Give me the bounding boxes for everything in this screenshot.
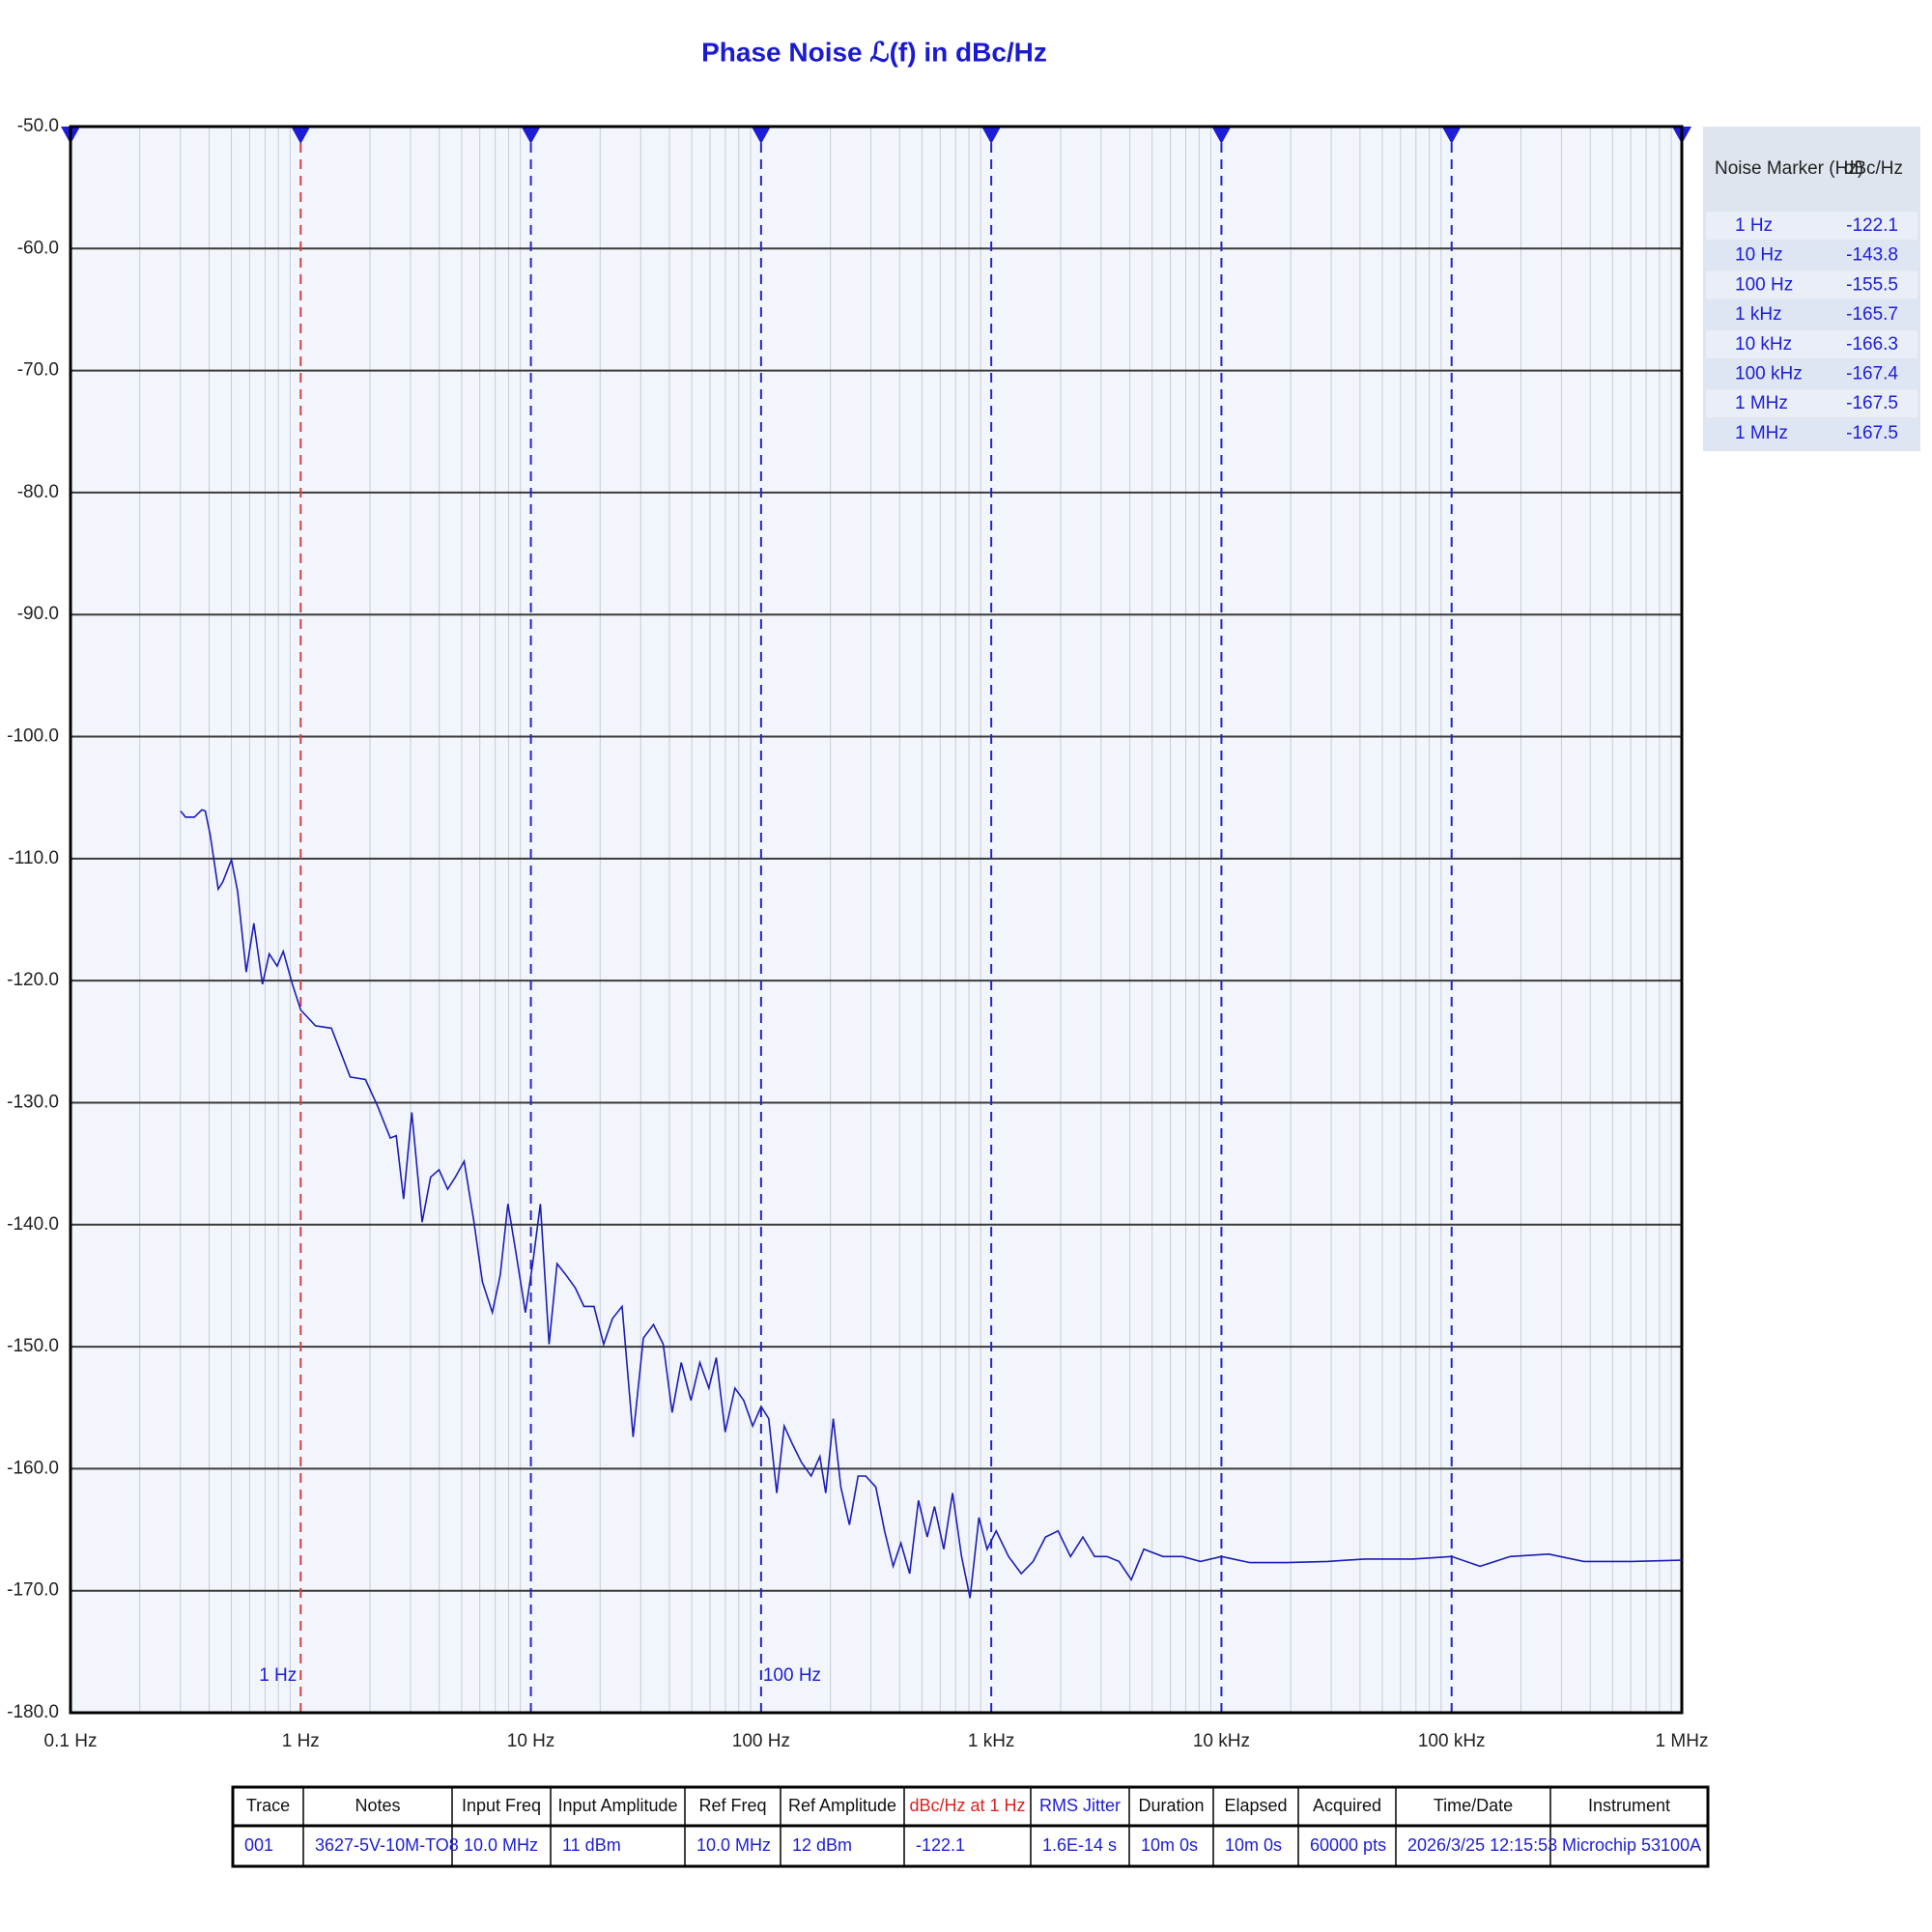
y-tick-label: -150.0 [7, 1336, 59, 1356]
annotation: 100 Hz [763, 1665, 821, 1686]
marker-triangle [751, 127, 771, 144]
marker-frequency: 1 MHz [1735, 423, 1788, 443]
annotation: 1 Hz [259, 1665, 297, 1686]
marker-header: dBc/Hz [1844, 158, 1903, 179]
x-tick-label: 10 Hz [507, 1731, 555, 1751]
x-tick-label: 1 kHz [968, 1731, 1015, 1751]
trace-line [180, 809, 1683, 1599]
marker-frequency: 100 Hz [1735, 274, 1793, 295]
marker-triangle [521, 127, 541, 144]
info-value: 12 dBm [792, 1835, 852, 1855]
info-value: 10.0 MHz [464, 1835, 538, 1855]
info-header: Elapsed [1224, 1796, 1287, 1815]
x-tick-label: 100 kHz [1418, 1731, 1486, 1751]
marker-row [1706, 359, 1918, 388]
y-tick-label: -110.0 [9, 848, 59, 868]
marker-triangle [291, 127, 311, 144]
marker-value: -166.3 [1846, 334, 1898, 355]
y-tick-label: -140.0 [7, 1214, 59, 1235]
marker-row [1706, 212, 1918, 240]
y-tick-label: -90.0 [17, 604, 59, 624]
marker-frequency: 10 Hz [1735, 245, 1783, 266]
y-tick-label: -60.0 [17, 238, 59, 258]
info-header: Input Freq [462, 1796, 541, 1815]
info-header: Duration [1138, 1796, 1204, 1815]
marker-row [1706, 418, 1918, 447]
x-tick-label: 10 kHz [1193, 1731, 1250, 1751]
marker-frequency: 1 Hz [1735, 215, 1773, 236]
plot-background [71, 127, 1682, 1713]
info-header: Time/Date [1434, 1796, 1513, 1815]
marker-triangle [981, 127, 1002, 144]
info-value: -122.1 [916, 1835, 965, 1855]
info-header: Trace [246, 1796, 290, 1815]
marker-frequency: 10 kHz [1735, 334, 1792, 355]
marker-value: -143.8 [1846, 245, 1898, 266]
info-value: 60000 pts [1310, 1835, 1386, 1855]
y-tick-label: -100.0 [7, 726, 59, 747]
marker-value: -167.5 [1846, 423, 1898, 443]
marker-row [1706, 241, 1918, 270]
marker-value: -155.5 [1846, 274, 1898, 295]
y-tick-label: -120.0 [7, 970, 59, 990]
info-header: Notes [355, 1796, 400, 1815]
info-header: Ref Amplitude [788, 1796, 896, 1815]
y-tick-label: -180.0 [7, 1702, 59, 1722]
y-tick-label: -80.0 [17, 482, 59, 502]
marker-value: -167.4 [1846, 364, 1898, 384]
x-tick-label: 1 MHz [1656, 1731, 1709, 1751]
info-header: Acquired [1313, 1796, 1381, 1815]
marker-frequency: 1 MHz [1735, 393, 1788, 413]
info-value: 11 dBm [562, 1835, 621, 1855]
marker-triangle [1211, 127, 1232, 144]
info-value: 1.6E-14 s [1042, 1835, 1117, 1855]
y-tick-label: -130.0 [7, 1092, 59, 1112]
info-value: 10m 0s [1225, 1835, 1282, 1855]
marker-value: -165.7 [1846, 304, 1898, 325]
info-value: 10.0 MHz [696, 1835, 771, 1855]
info-value: Microchip 53100A [1562, 1835, 1701, 1855]
y-tick-label: -70.0 [17, 360, 59, 381]
y-tick-label: -50.0 [17, 116, 59, 136]
marker-row [1706, 389, 1918, 418]
info-value: 2026/3/25 12:15:53 [1407, 1835, 1557, 1855]
x-tick-label: 1 Hz [282, 1731, 320, 1751]
chart-title: Phase Noise ℒ(f) in dBc/Hz [701, 37, 1047, 67]
marker-value: -122.1 [1846, 215, 1898, 236]
info-header: Input Amplitude [557, 1796, 677, 1815]
info-header: RMS Jitter [1039, 1796, 1121, 1815]
y-tick-label: -170.0 [7, 1580, 59, 1601]
info-value: 001 [244, 1835, 273, 1855]
marker-row [1706, 300, 1918, 329]
info-value: 10m 0s [1141, 1835, 1198, 1855]
marker-value: -167.5 [1846, 393, 1898, 413]
marker-row [1706, 329, 1918, 358]
marker-frequency: 1 kHz [1735, 304, 1782, 325]
marker-triangle [1441, 127, 1462, 144]
info-header: Ref Freq [698, 1796, 766, 1815]
marker-frequency: 100 kHz [1735, 364, 1803, 384]
plot-frame [69, 125, 1684, 1715]
x-tick-label: 0.1 Hz [44, 1731, 98, 1751]
x-tick-label: 100 Hz [732, 1731, 790, 1751]
marker-row [1706, 270, 1918, 299]
y-tick-label: -160.0 [7, 1458, 59, 1478]
info-header: dBc/Hz at 1 Hz [909, 1796, 1025, 1815]
marker-header: Noise Marker (Hz) [1715, 158, 1863, 179]
info-header: Instrument [1588, 1796, 1670, 1815]
info-value: 3627-5V-10M-TO8 [315, 1835, 459, 1855]
